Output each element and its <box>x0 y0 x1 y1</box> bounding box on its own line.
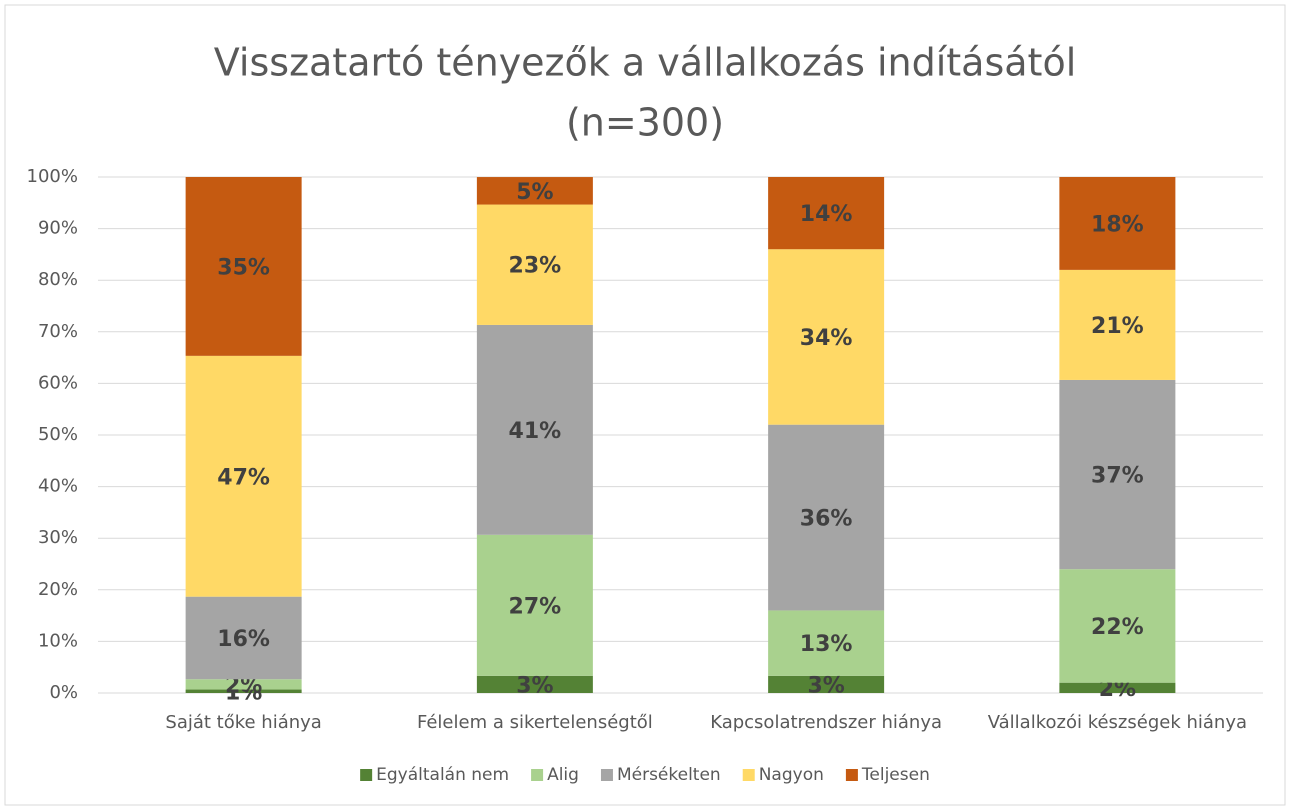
data-label: 22% <box>1091 615 1144 640</box>
bar-segment <box>476 675 593 693</box>
y-tick-label: 70% <box>38 321 78 342</box>
y-tick-label: 100% <box>27 166 78 187</box>
legend-swatch <box>600 769 613 781</box>
data-label: 21% <box>1091 314 1144 339</box>
data-label: 16% <box>217 627 270 652</box>
bar-segment <box>768 675 885 693</box>
legend-swatch <box>531 769 544 781</box>
data-label: 47% <box>217 465 270 490</box>
y-tick-label: 30% <box>38 527 78 548</box>
data-label: 37% <box>1091 464 1144 489</box>
data-label: 27% <box>509 594 562 619</box>
data-label: 36% <box>800 507 853 532</box>
y-tick-label: 0% <box>49 682 78 703</box>
legend-label: Nagyon <box>759 765 824 785</box>
chart-title: Visszatartó tényezők a vállalkozás indít… <box>214 41 1077 85</box>
legend-label: Teljesen <box>861 765 930 785</box>
bar-segment <box>1059 379 1176 570</box>
legend-label: Mérsékelten <box>617 765 721 785</box>
bar-segment <box>1059 177 1176 270</box>
data-label: 3% <box>516 673 553 698</box>
data-label: 34% <box>800 326 853 351</box>
x-tick-label: Félelem a sikertelenségtől <box>417 712 653 733</box>
y-tick-label: 20% <box>38 579 78 600</box>
legend-swatch <box>845 769 858 781</box>
bar-segment <box>185 355 302 597</box>
bar-segment <box>476 204 593 325</box>
y-tick-label: 40% <box>38 476 78 497</box>
bar-segment <box>1059 682 1176 693</box>
x-tick-label: Saját tőke hiánya <box>165 712 321 733</box>
bar-segment <box>476 534 593 676</box>
x-tick-label: Kapcsolatrendszer hiánya <box>710 712 942 733</box>
x-tick-label: Vállalkozói készségek hiánya <box>988 712 1247 733</box>
data-label: 5% <box>516 180 553 205</box>
legend-swatch <box>742 769 755 781</box>
data-label: 3% <box>807 673 844 698</box>
y-tick-label: 10% <box>38 630 78 651</box>
bar-segment <box>185 689 302 693</box>
bar-segment <box>1059 269 1176 380</box>
bar-segment <box>1059 569 1176 683</box>
y-tick-label: 80% <box>38 269 78 290</box>
data-label: 13% <box>800 632 853 657</box>
bar-segment <box>768 424 885 611</box>
chart-title: (n=300) <box>566 101 724 145</box>
data-label: 14% <box>800 202 853 227</box>
bar-segment <box>476 177 593 205</box>
y-tick-label: 90% <box>38 218 78 239</box>
data-label: 23% <box>509 254 562 279</box>
bar-segment <box>768 249 885 425</box>
bar-segment <box>185 596 302 680</box>
data-label: 18% <box>1091 212 1144 237</box>
y-tick-label: 50% <box>38 424 78 445</box>
bar-segment <box>768 610 885 676</box>
legend-label: Egyáltalán nem <box>376 765 509 785</box>
bar-segment <box>185 679 302 690</box>
legend-swatch <box>360 769 373 781</box>
legend-label: Alig <box>547 765 579 785</box>
y-tick-label: 60% <box>38 372 78 393</box>
bar-segment <box>185 177 302 356</box>
bar-segment <box>768 177 885 250</box>
data-label: 35% <box>217 255 270 280</box>
data-label: 41% <box>509 419 562 444</box>
bar-segment <box>476 324 593 535</box>
